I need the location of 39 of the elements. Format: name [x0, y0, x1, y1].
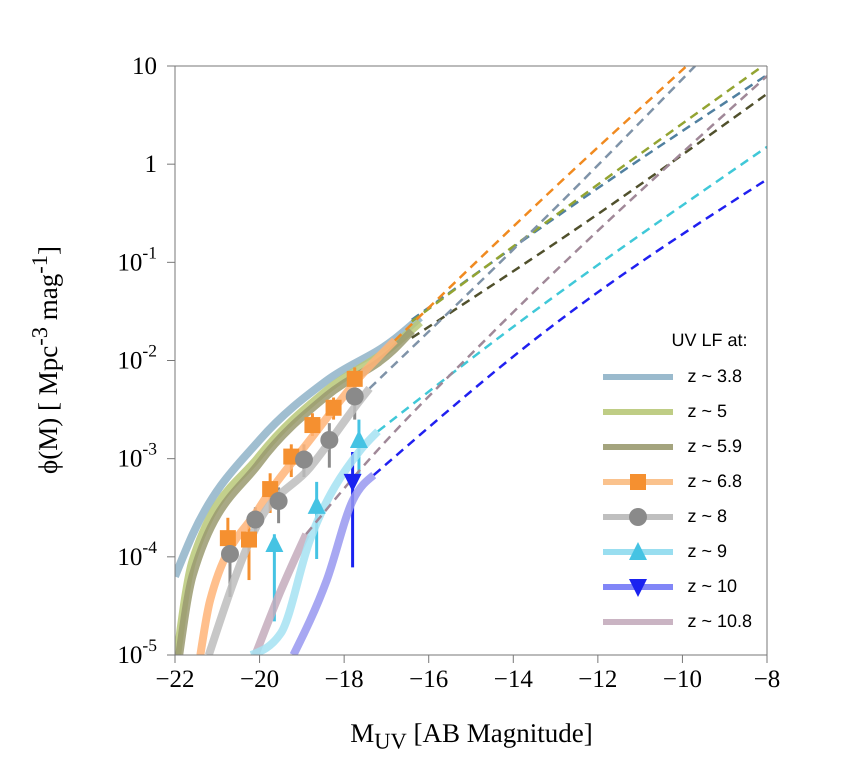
x-tick-label: −18 — [324, 666, 364, 693]
legend-label: z ~ 10.8 — [687, 611, 752, 632]
x-tick-label: −20 — [240, 666, 280, 693]
point — [265, 534, 284, 552]
y-tick-label: 1 — [144, 150, 157, 178]
y-tick-label: 10 — [132, 52, 157, 80]
x-tick-label: −10 — [662, 666, 702, 693]
legend-label: z ~ 3.8 — [687, 366, 742, 387]
x-tick-label: −14 — [494, 666, 534, 693]
point — [262, 481, 278, 498]
legend-label: z ~ 9 — [687, 541, 727, 562]
line-series — [304, 74, 767, 536]
x-axis-title: M$_{UV}$ [AB Magnitude] — [349, 718, 594, 754]
point — [326, 400, 342, 416]
y-tick-label: 10$^{-1}$ — [117, 242, 157, 276]
point — [246, 510, 264, 529]
x-tick-label: −16 — [409, 666, 448, 693]
point — [346, 387, 364, 406]
y-tick-label: 10$^{-5}$ — [117, 635, 158, 668]
point — [304, 417, 320, 434]
point — [346, 370, 363, 387]
legend-label: z ~ 5 — [687, 401, 727, 422]
legend-label: z ~ 5.9 — [687, 436, 742, 457]
point — [220, 544, 239, 563]
y-tick-label: 10$^{-2}$ — [117, 340, 157, 374]
point — [270, 492, 288, 510]
legend-title: UV LF at: — [671, 330, 748, 351]
point — [294, 450, 313, 469]
legend-label: z ~ 6.8 — [687, 471, 742, 492]
x-tick-label: −8 — [754, 666, 780, 693]
point — [241, 532, 257, 548]
x-tick-label: −22 — [155, 666, 195, 693]
x-tick-label: −12 — [578, 666, 618, 693]
y-tick-label: 10$^{-4}$ — [117, 536, 158, 570]
legend-label: z ~ 8 — [687, 506, 727, 527]
point — [220, 530, 236, 546]
legend-label: z ~ 10 — [687, 576, 737, 597]
point — [320, 430, 338, 449]
y-tick-label: 10$^{-3}$ — [117, 438, 158, 472]
